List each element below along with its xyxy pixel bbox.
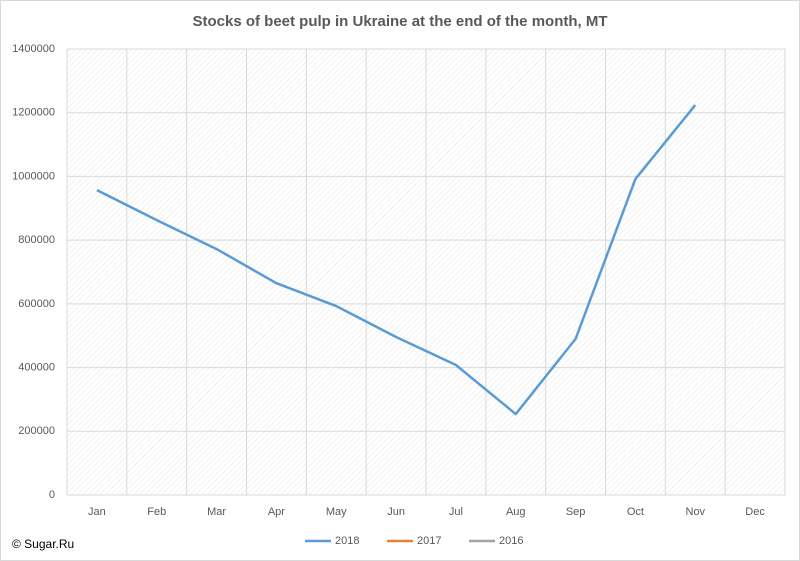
x-tick-label: Aug	[506, 506, 526, 518]
y-tick-label: 1400000	[12, 43, 55, 55]
x-tick-label: Sep	[566, 506, 586, 518]
x-tick-label: Nov	[685, 506, 705, 518]
source: © Sugar.Ru	[12, 537, 74, 551]
y-tick-label: 1200000	[12, 107, 55, 119]
x-tick-label: Jun	[387, 506, 405, 518]
y-tick-label: 400000	[18, 361, 55, 373]
y-tick-label: 1000000	[12, 170, 55, 182]
x-tick-label: Apr	[268, 506, 285, 518]
y-tick-label: 800000	[18, 234, 55, 246]
x-tick-label: May	[326, 506, 347, 518]
y-tick-label: 0	[49, 489, 55, 501]
x-tick-label: Feb	[147, 506, 166, 518]
x-tick-label: Oct	[627, 506, 644, 518]
x-tick-label: Mar	[207, 506, 226, 518]
y-tick-label: 600000	[18, 298, 55, 310]
x-tick-label: Jan	[88, 506, 106, 518]
legend-label: 2017	[417, 535, 441, 547]
x-tick-label: Dec	[745, 506, 765, 518]
chart-title: Stocks of beet pulp in Ukraine at the en…	[192, 13, 607, 30]
series-line	[96, 104, 697, 416]
x-tick-label: Jul	[449, 506, 463, 518]
y-tick-label: 200000	[18, 425, 55, 437]
legend-label: 2018	[335, 535, 359, 547]
legend-label: 2016	[499, 535, 523, 547]
